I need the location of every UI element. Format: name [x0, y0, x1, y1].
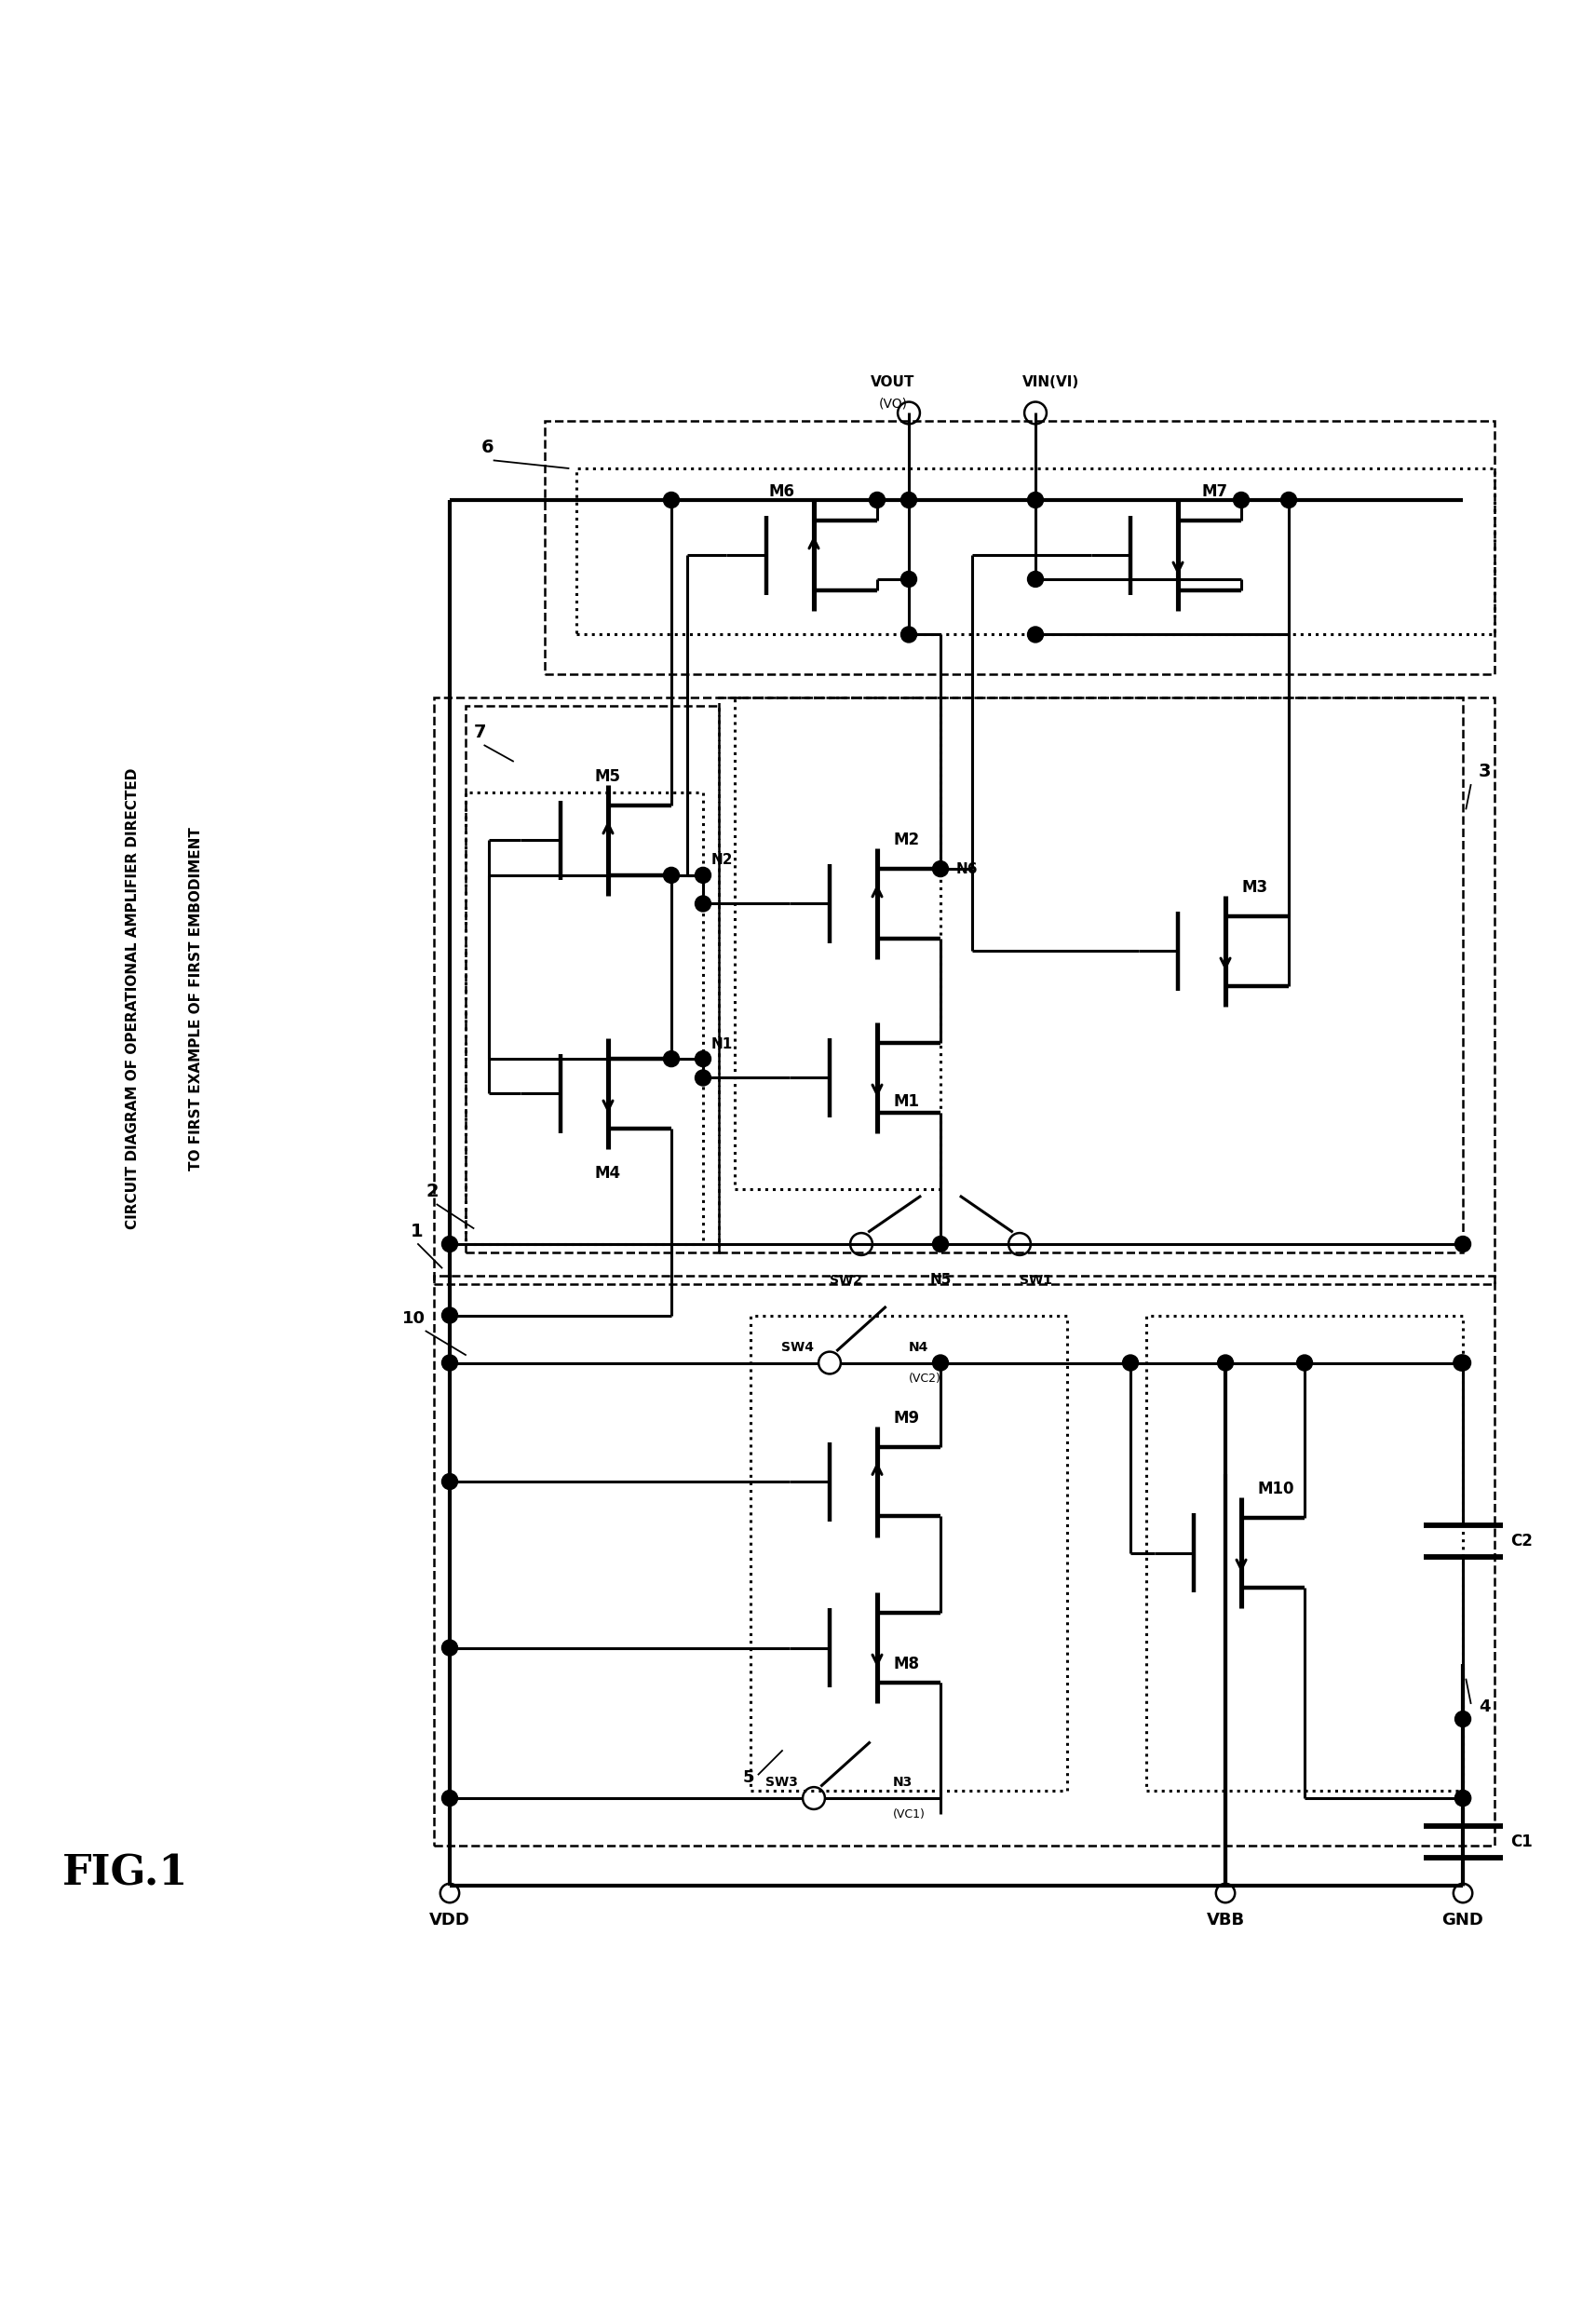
Text: N1: N1: [710, 1037, 733, 1051]
Text: 3: 3: [1479, 764, 1491, 780]
Bar: [576, 467, 1494, 634]
Text: N6: N6: [956, 861, 978, 877]
Text: 7: 7: [474, 724, 487, 740]
Circle shape: [442, 1356, 458, 1370]
Text: 4: 4: [1479, 1698, 1491, 1715]
Text: 1: 1: [410, 1222, 423, 1240]
Text: N4: N4: [908, 1340, 929, 1354]
Text: M3: M3: [1242, 879, 1267, 896]
Bar: [1146, 1314, 1464, 1791]
Circle shape: [1456, 1236, 1472, 1252]
Text: SW3: SW3: [766, 1775, 798, 1789]
Circle shape: [696, 896, 710, 912]
Circle shape: [1282, 493, 1296, 507]
Text: VOUT: VOUT: [871, 375, 915, 389]
Text: VBB: VBB: [1207, 1911, 1245, 1928]
Circle shape: [442, 1307, 458, 1324]
Text: 5: 5: [742, 1770, 755, 1786]
Bar: [434, 1275, 1494, 1847]
Circle shape: [1028, 493, 1044, 507]
Text: M8: M8: [894, 1655, 919, 1673]
Text: (VO): (VO): [878, 396, 908, 410]
Bar: [544, 421, 1494, 673]
Circle shape: [1456, 1710, 1472, 1726]
Circle shape: [1028, 627, 1044, 643]
Bar: [718, 699, 1464, 1252]
Circle shape: [442, 1236, 458, 1252]
Circle shape: [1122, 1356, 1138, 1370]
Text: M5: M5: [595, 768, 621, 784]
Text: 10: 10: [402, 1310, 426, 1326]
Text: TO FIRST EXAMPLE OF FIRST EMBODIMENT: TO FIRST EXAMPLE OF FIRST EMBODIMENT: [190, 826, 203, 1171]
Circle shape: [664, 1051, 680, 1067]
Circle shape: [1234, 493, 1250, 507]
Circle shape: [870, 493, 886, 507]
Text: M9: M9: [894, 1409, 919, 1425]
Circle shape: [1456, 1791, 1472, 1807]
Circle shape: [696, 1051, 710, 1067]
Circle shape: [932, 1356, 948, 1370]
Circle shape: [1296, 1356, 1312, 1370]
Text: (VC2): (VC2): [908, 1372, 942, 1384]
Circle shape: [442, 1791, 458, 1807]
Circle shape: [932, 861, 948, 877]
Text: M1: M1: [894, 1092, 919, 1111]
Circle shape: [1454, 1356, 1470, 1370]
Text: M4: M4: [595, 1164, 621, 1182]
Text: M2: M2: [894, 831, 919, 849]
Text: C2: C2: [1510, 1532, 1532, 1550]
Text: GND: GND: [1443, 1911, 1484, 1928]
Bar: [466, 706, 718, 1252]
Circle shape: [664, 868, 680, 884]
Text: M10: M10: [1258, 1481, 1294, 1497]
Circle shape: [696, 868, 710, 884]
Circle shape: [1028, 572, 1044, 588]
Text: CIRCUIT DIAGRAM OF OPERATIONAL AMPLIFIER DIRECTED: CIRCUIT DIAGRAM OF OPERATIONAL AMPLIFIER…: [126, 768, 140, 1229]
Bar: [734, 699, 940, 1189]
Text: VIN(VI): VIN(VI): [1023, 375, 1080, 389]
Text: M6: M6: [769, 484, 795, 500]
Text: SW1: SW1: [1020, 1273, 1052, 1287]
Circle shape: [932, 1236, 948, 1252]
Circle shape: [664, 493, 680, 507]
Circle shape: [900, 572, 916, 588]
Circle shape: [1456, 1791, 1472, 1807]
Text: N5: N5: [929, 1273, 951, 1287]
Text: (VC1): (VC1): [894, 1807, 926, 1821]
Circle shape: [696, 1069, 710, 1085]
Text: C1: C1: [1510, 1833, 1532, 1851]
Text: SW2: SW2: [830, 1273, 862, 1287]
Circle shape: [442, 1641, 458, 1657]
Circle shape: [442, 1474, 458, 1490]
Text: VDD: VDD: [429, 1911, 471, 1928]
Circle shape: [1456, 1356, 1472, 1370]
Text: M7: M7: [1202, 484, 1227, 500]
Circle shape: [1218, 1356, 1234, 1370]
Bar: [750, 1314, 1068, 1791]
Text: N3: N3: [894, 1775, 913, 1789]
Text: 6: 6: [482, 440, 495, 456]
Circle shape: [900, 627, 916, 643]
Circle shape: [900, 493, 916, 507]
Text: 2: 2: [426, 1182, 439, 1201]
Text: N2: N2: [710, 854, 733, 868]
Bar: [466, 794, 702, 1245]
Text: FIG.1: FIG.1: [62, 1854, 188, 1893]
Text: SW4: SW4: [780, 1340, 814, 1354]
Bar: [434, 699, 1494, 1284]
